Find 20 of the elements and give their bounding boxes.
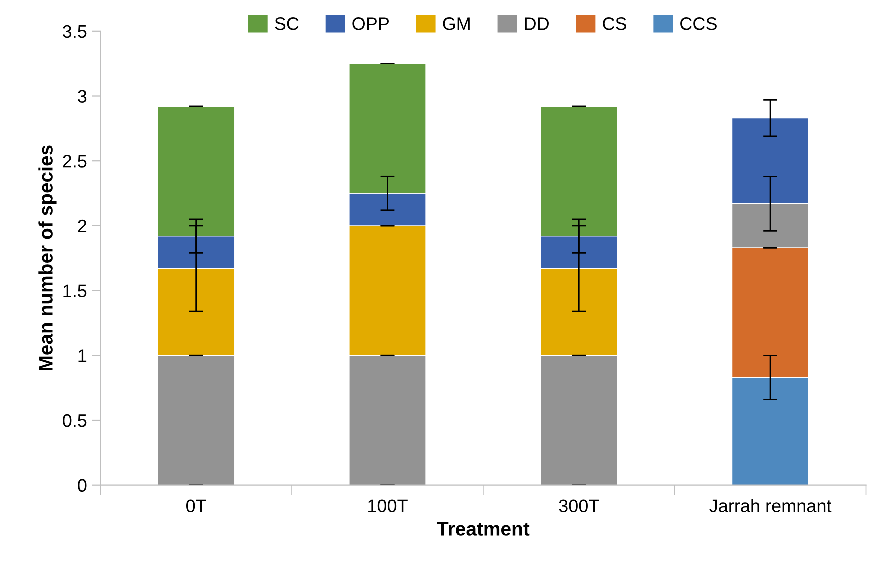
legend-label: DD bbox=[525, 18, 549, 30]
x-tick-label: 100T bbox=[368, 500, 408, 512]
legend-label: CCS bbox=[680, 18, 717, 30]
x-axis-title: Treatment bbox=[437, 522, 530, 536]
legend-label: OPP bbox=[352, 18, 390, 30]
y-tick-label: 1.5 bbox=[64, 284, 87, 298]
y-tick-label: 0.5 bbox=[63, 414, 87, 428]
legend-label: CS bbox=[603, 18, 626, 30]
x-tick-label: 300T bbox=[559, 500, 600, 512]
y-tick-label: 1 bbox=[78, 350, 87, 362]
x-tick-label: 0T bbox=[186, 500, 206, 512]
legend-label: SC bbox=[275, 18, 299, 30]
y-axis-title: Mean number of species bbox=[38, 146, 57, 371]
x-tick-label: Jarrah remnant bbox=[710, 499, 832, 512]
y-tick-label: 0 bbox=[78, 479, 87, 492]
y-tick-label: 3.5 bbox=[63, 25, 87, 38]
y-tick-label: 3 bbox=[78, 90, 87, 103]
y-tick-label: 2 bbox=[78, 220, 87, 232]
legend-label: GM bbox=[443, 18, 470, 30]
y-tick-label: 2.5 bbox=[63, 155, 87, 168]
